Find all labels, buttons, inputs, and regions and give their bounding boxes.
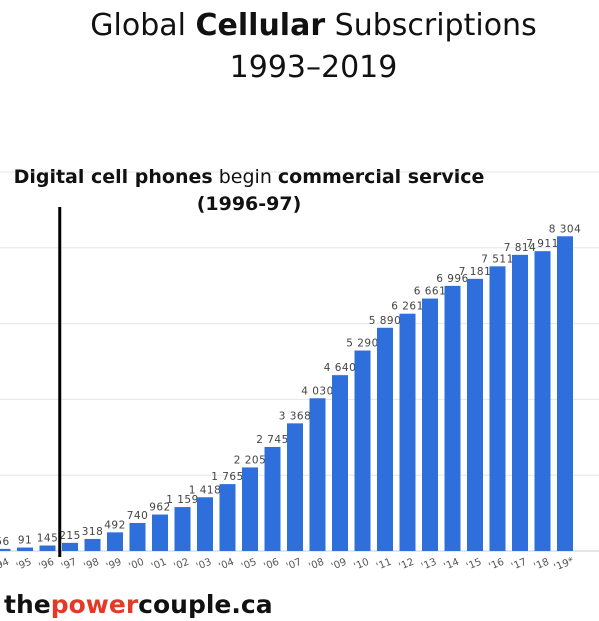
bar <box>354 350 371 551</box>
data-label: 6 261 <box>391 301 424 313</box>
data-label: 1 159 <box>166 494 199 506</box>
annotation-bold-2: commercial service <box>277 166 485 188</box>
x-tick-label: '09 <box>330 557 348 573</box>
data-label: 2 205 <box>234 454 267 466</box>
x-tick-label: '13 <box>420 557 438 573</box>
bar <box>197 497 213 551</box>
data-label: 6 661 <box>414 286 447 298</box>
bar <box>422 298 438 551</box>
data-label: 6 996 <box>436 273 469 285</box>
annotation-line-2: (1996-97) <box>0 191 498 218</box>
x-tick-label: '10 <box>352 557 370 573</box>
annotation-bold-1: Digital cell phones <box>13 166 213 188</box>
x-tick-label: '18 <box>532 557 550 573</box>
data-label: 4 030 <box>301 385 334 397</box>
data-label: 7 511 <box>481 253 514 265</box>
bar <box>39 545 56 551</box>
x-tick-label: '05 <box>240 557 258 573</box>
x-tick-label: '01 <box>150 557 168 573</box>
bar <box>489 266 506 551</box>
x-tick-label: '98 <box>82 557 100 573</box>
bar <box>219 484 236 551</box>
data-label: 5 290 <box>346 338 379 350</box>
x-tick-label: '19* <box>553 556 576 574</box>
bar <box>264 446 281 551</box>
x-tick-label: '17 <box>510 557 528 573</box>
bar <box>512 254 528 551</box>
data-label: 3 368 <box>279 410 312 422</box>
x-tick-label: '02 <box>172 557 190 573</box>
bar <box>309 398 326 551</box>
bar <box>62 542 78 551</box>
bar <box>242 467 258 551</box>
x-tick-label: '99 <box>105 557 123 573</box>
title-text-bold: Cellular <box>195 8 326 43</box>
data-label: 8 304 <box>549 223 582 235</box>
bar <box>557 236 573 552</box>
bar <box>377 327 393 551</box>
annotation-line-1: Digital cell phones begin commercial ser… <box>0 164 498 191</box>
data-label: 2 745 <box>256 434 289 446</box>
x-tick-label: '06 <box>262 557 280 573</box>
bar <box>399 313 416 551</box>
brand-pre: the <box>4 590 51 619</box>
x-tick-label: '00 <box>127 557 145 573</box>
data-label: 5 890 <box>369 315 402 327</box>
bar <box>107 532 123 551</box>
data-label: 7 911 <box>526 238 559 250</box>
x-tick-label: '95 <box>15 557 33 573</box>
brand-post: couple.ca <box>138 590 273 619</box>
x-tick-label: '12 <box>397 557 415 573</box>
data-label: 91 <box>18 535 32 547</box>
x-tick-label: '97 <box>60 557 78 573</box>
data-label: 318 <box>82 526 104 538</box>
data-label: 4 640 <box>324 362 357 374</box>
title-line-1: Global Cellular Subscriptions <box>0 6 599 46</box>
bar <box>17 547 33 551</box>
data-label: 7 181 <box>459 266 492 278</box>
x-tick-label: '14 <box>442 557 460 573</box>
x-tick-label: '04 <box>217 557 235 573</box>
data-label: 962 <box>149 502 171 514</box>
x-tick-label: '03 <box>195 557 213 573</box>
x-tick-label: '15 <box>465 557 483 573</box>
x-tick-label: '94 <box>0 557 11 573</box>
data-label: 7 814 <box>504 242 537 254</box>
bar <box>152 514 168 551</box>
brand-logo: thepowercouple.ca <box>4 590 273 620</box>
data-label: 1 418 <box>189 484 222 496</box>
bar <box>534 251 551 551</box>
x-tick-label: '96 <box>37 557 55 573</box>
bar <box>129 522 146 551</box>
data-label: 215 <box>59 530 81 542</box>
x-tick-label: '07 <box>285 557 303 573</box>
data-label: 145 <box>37 533 59 545</box>
data-label: 492 <box>104 519 126 531</box>
x-tick-label: '11 <box>375 557 393 573</box>
data-label: 740 <box>127 510 149 522</box>
bar <box>444 285 461 551</box>
annotation-mid: begin <box>212 166 278 188</box>
brand-accent: power <box>50 590 139 619</box>
x-tick-label: '08 <box>307 557 325 573</box>
data-label: 1 765 <box>211 471 244 483</box>
bar <box>174 507 191 551</box>
bar <box>84 538 101 551</box>
chart-title: Global Cellular Subscriptions 1993–2019 <box>0 6 599 88</box>
data-label: 56 <box>0 536 10 548</box>
title-text-1: Global <box>90 8 196 43</box>
bar <box>0 548 11 551</box>
bar <box>467 278 483 551</box>
bar <box>332 375 348 551</box>
bar <box>287 423 303 551</box>
annotation: Digital cell phones begin commercial ser… <box>0 164 498 218</box>
x-tick-label: '16 <box>487 557 505 573</box>
annotation-years: (1996-97) <box>196 193 302 215</box>
title-text-2: Subscriptions <box>325 8 537 43</box>
title-years: 1993–2019 <box>229 50 398 85</box>
